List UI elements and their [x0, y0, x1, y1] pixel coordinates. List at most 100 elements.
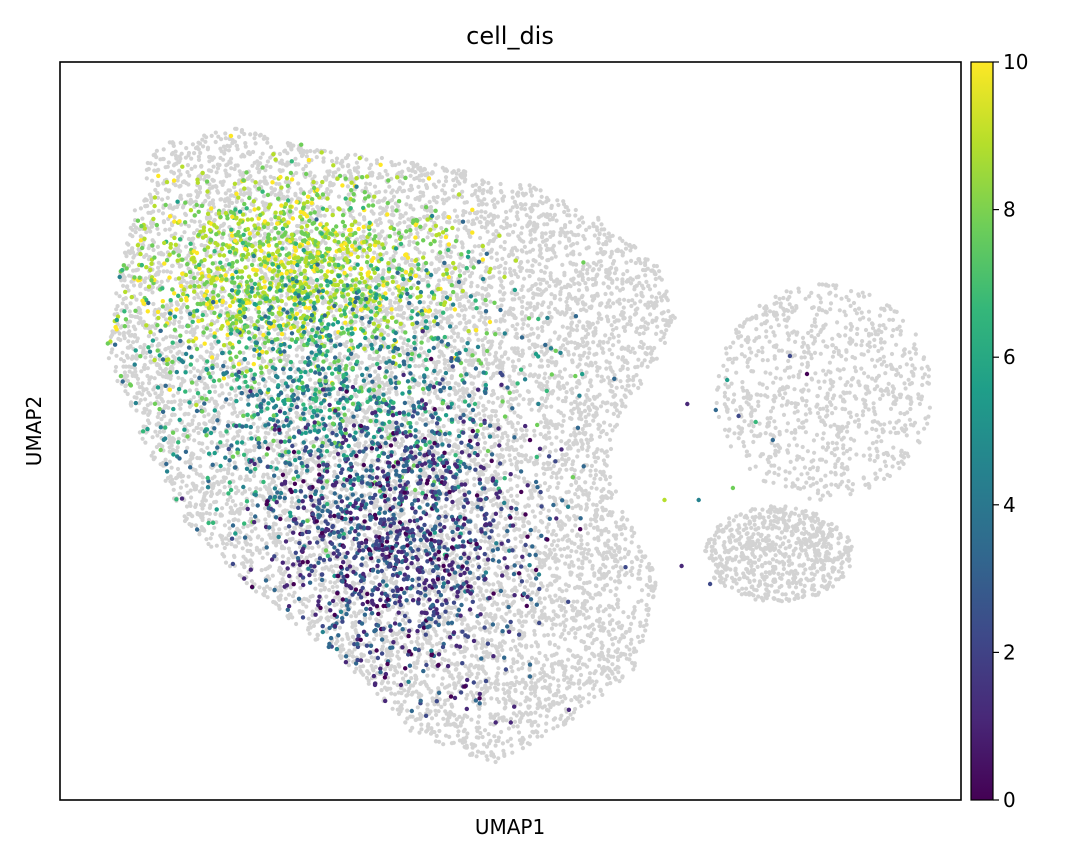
grey-point: [396, 262, 402, 268]
grey-point: [213, 139, 218, 145]
grey-point: [197, 489, 202, 494]
grey-point: [225, 438, 230, 443]
grey-point: [192, 151, 197, 156]
grey-point: [350, 654, 356, 659]
grey-point: [541, 663, 547, 668]
grey-point: [383, 189, 388, 194]
grey-point: [408, 173, 413, 178]
grey-point: [322, 405, 327, 410]
grey-point: [222, 360, 227, 365]
grey-point: [563, 624, 568, 629]
grey-point: [631, 667, 636, 672]
grey-point: [576, 486, 581, 491]
grey-point: [165, 195, 170, 200]
grey-point: [430, 729, 435, 734]
grey-point: [420, 642, 425, 647]
grey-point: [235, 414, 240, 419]
grey-point: [619, 567, 624, 572]
grey-point: [382, 236, 388, 241]
grey-point: [184, 280, 190, 285]
grey-point: [377, 525, 382, 531]
grey-point: [259, 537, 265, 542]
grey-point: [190, 481, 195, 486]
grey-point: [171, 384, 176, 389]
grey-point: [151, 301, 156, 307]
grey-point: [538, 671, 543, 676]
grey-point: [519, 186, 524, 191]
grey-point: [177, 184, 182, 189]
grey-point: [540, 235, 545, 240]
grey-point: [377, 189, 382, 195]
grey-point: [415, 658, 420, 664]
grey-point: [409, 258, 414, 263]
grey-point: [556, 396, 561, 401]
grey-point: [469, 653, 475, 658]
grey-point: [259, 568, 264, 573]
grey-point: [209, 133, 214, 138]
grey-point: [479, 645, 484, 651]
grey-point: [628, 569, 633, 574]
grey-point: [265, 551, 270, 556]
grey-point: [439, 505, 444, 510]
grey-point: [562, 546, 567, 552]
grey-point: [565, 545, 571, 550]
grey-point: [619, 249, 624, 254]
grey-point: [195, 455, 200, 461]
grey-point: [462, 654, 467, 659]
grey-point: [604, 449, 609, 454]
grey-point: [399, 635, 404, 640]
grey-point: [359, 654, 365, 659]
grey-point: [530, 568, 535, 573]
grey-point: [167, 383, 172, 388]
grey-point: [502, 240, 507, 245]
grey-point: [522, 438, 527, 443]
grey-point: [237, 225, 242, 230]
grey-point: [646, 612, 651, 618]
grey-point: [603, 333, 608, 338]
grey-point: [200, 137, 205, 142]
grey-point: [160, 211, 166, 216]
grey-point: [258, 155, 263, 160]
grey-point: [485, 219, 490, 225]
grey-point: [189, 156, 194, 161]
grey-point: [610, 642, 616, 647]
grey-point: [599, 263, 604, 268]
grey-point: [659, 311, 664, 316]
grey-point: [519, 444, 524, 449]
grey-point: [557, 240, 562, 245]
grey-point: [223, 560, 229, 565]
grey-point: [456, 729, 461, 734]
grey-point: [496, 592, 501, 597]
grey-point: [585, 441, 591, 446]
grey-point: [476, 664, 481, 669]
grey-point: [587, 559, 592, 564]
grey-point: [369, 209, 374, 214]
grey-point: [532, 462, 537, 467]
grey-point: [510, 364, 516, 369]
grey-point: [470, 390, 475, 395]
grey-point: [182, 230, 187, 235]
grey-point: [221, 144, 226, 149]
grey-point: [265, 159, 270, 164]
grey-point: [493, 413, 498, 418]
grey-point: [346, 163, 351, 168]
grey-point: [358, 366, 363, 371]
grey-point: [510, 750, 515, 755]
grey-point: [429, 261, 434, 266]
grey-point: [585, 453, 590, 459]
grey-point: [601, 458, 607, 463]
grey-point: [568, 220, 573, 225]
grey-point: [473, 188, 478, 193]
grey-point: [499, 303, 504, 308]
grey-point: [360, 254, 365, 259]
grey-point: [579, 703, 584, 709]
grey-point: [371, 659, 376, 664]
grey-point: [367, 356, 372, 361]
grey-point: [527, 734, 533, 739]
grey-point: [215, 468, 220, 473]
grey-point: [164, 303, 169, 308]
grey-point: [252, 473, 257, 479]
grey-point: [518, 702, 523, 707]
grey-point: [472, 483, 477, 488]
